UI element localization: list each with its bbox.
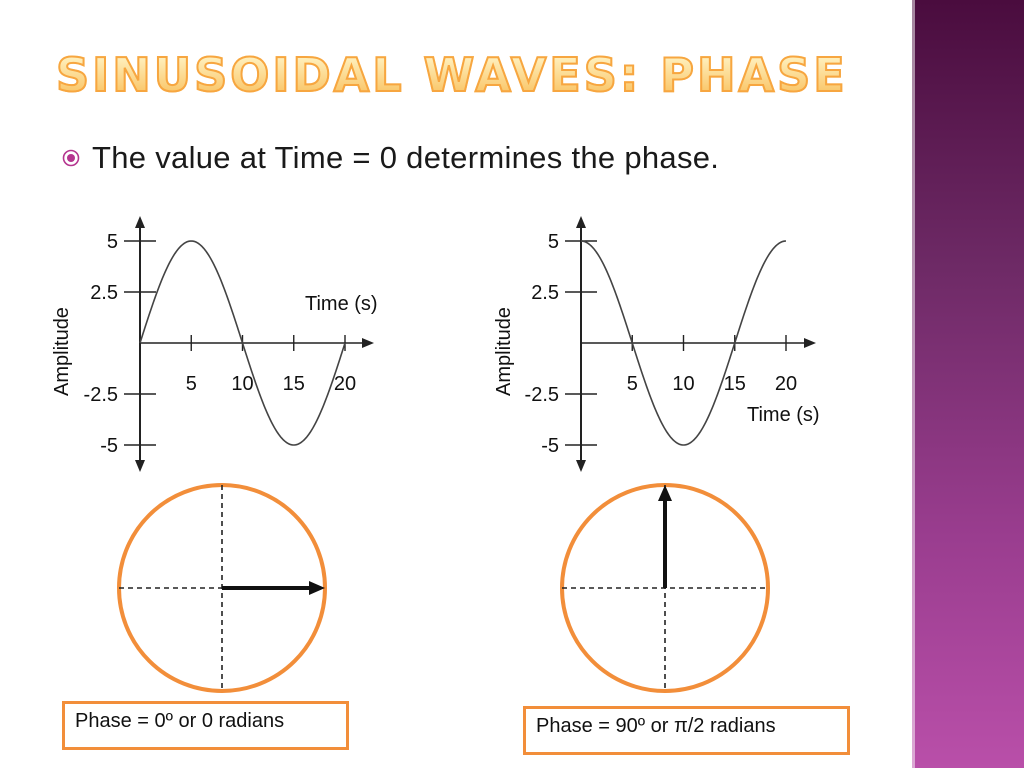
phasor-arrowhead	[658, 485, 672, 501]
phasor-arrow	[658, 485, 672, 588]
bullet-item: The value at Time = 0 determines the pha…	[62, 140, 719, 176]
chart-phase-90: 5 10 15 20 5 2.5 -2.5 -5 Time (s) Amplitude	[493, 216, 820, 472]
x-tick-label: 15	[724, 373, 746, 395]
phasor-arrow	[222, 581, 325, 595]
x-axis-label: Time (s)	[305, 293, 378, 315]
y-tick-label: -5	[100, 435, 118, 457]
x-tick-label: 10	[231, 373, 253, 395]
y-tick-label: 5	[107, 231, 118, 253]
y-tick-label: 2.5	[531, 282, 559, 304]
y-tick-label: 2.5	[90, 282, 118, 304]
x-axis	[140, 338, 374, 348]
x-tick-label: 5	[186, 373, 197, 395]
phase-caption-0: Phase = 0º or 0 radians	[62, 701, 349, 750]
phasor-arrowhead	[309, 581, 325, 595]
radio-bullet-icon	[62, 149, 80, 167]
phase-caption-90: Phase = 90º or π/2 radians	[523, 706, 850, 755]
y-axis-label: Amplitude	[493, 307, 515, 396]
y-tick-label: 5	[548, 231, 559, 253]
decorative-sidebar	[912, 0, 1024, 768]
x-axis-label: Time (s)	[747, 404, 820, 426]
y-tick-label: -2.5	[84, 384, 118, 406]
y-axis	[576, 216, 586, 472]
y-tick-label: -5	[541, 435, 559, 457]
chart-phase-0: 5 10 15 20 5 2.5 -2.5 -5 Time (s) Amplitude	[51, 216, 378, 472]
x-tick-label: 20	[775, 373, 797, 395]
x-tick-label: 5	[627, 373, 638, 395]
y-axis-label: Amplitude	[51, 307, 73, 396]
x-tick-label: 10	[672, 373, 694, 395]
phasor-diagram-0	[117, 483, 327, 693]
y-tick-label: -2.5	[525, 384, 559, 406]
x-axis	[581, 338, 816, 348]
bullet-text: The value at Time = 0 determines the pha…	[92, 140, 720, 175]
x-tick-label: 15	[283, 373, 305, 395]
sine-curve	[139, 240, 346, 446]
cosine-curve	[580, 240, 787, 446]
y-axis	[135, 216, 145, 472]
x-tick-label: 20	[334, 373, 356, 395]
slide-title: SINUSOIDAL WAVES: PHASE	[55, 48, 848, 102]
phasor-diagram-90	[560, 483, 770, 693]
